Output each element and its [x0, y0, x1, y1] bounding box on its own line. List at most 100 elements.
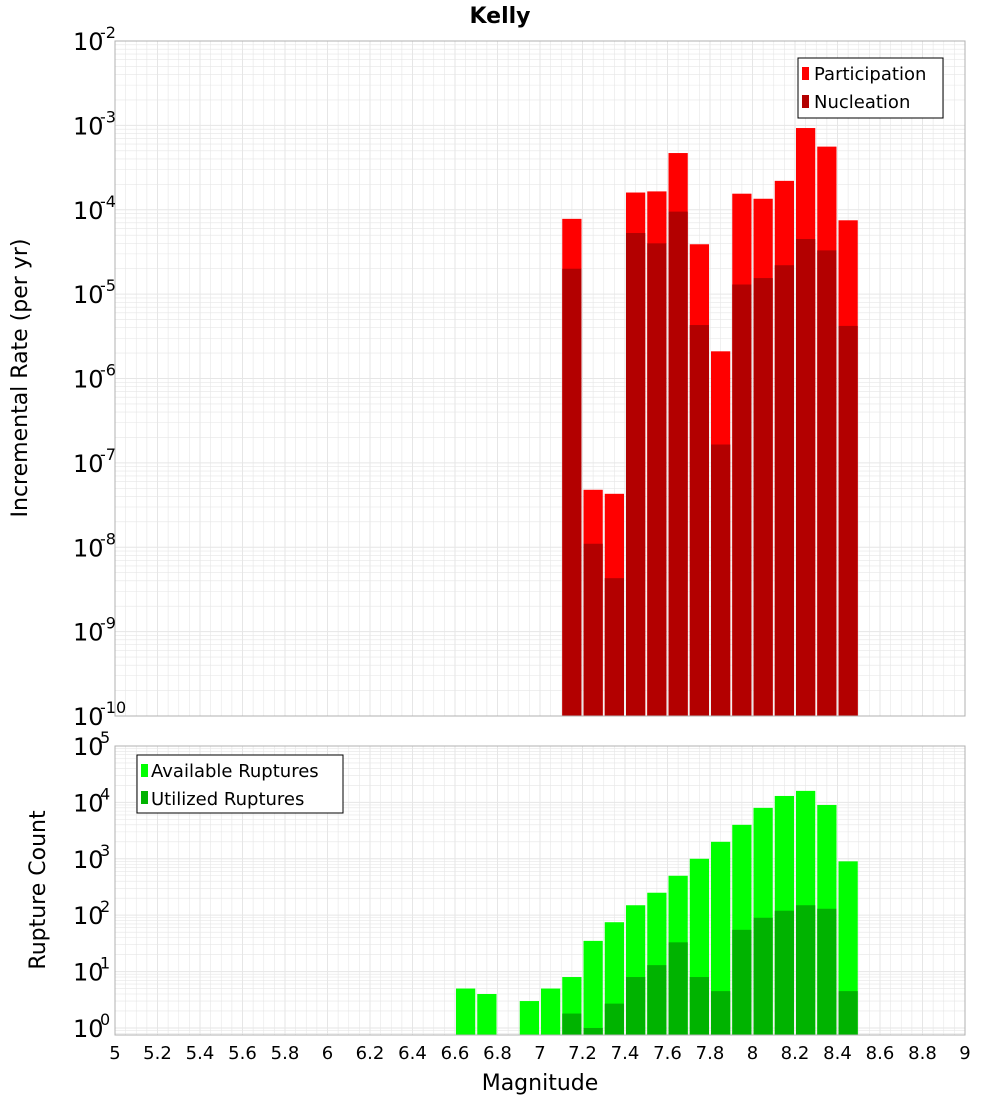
top-bar-nucleation [753, 278, 773, 716]
legend-swatch-utilized [141, 791, 148, 804]
top-y-tick-label: 10 [73, 534, 104, 562]
x-tick-label: 8.8 [908, 1043, 937, 1064]
top-bar-nucleation [604, 578, 624, 716]
bottom-y-tick-exponent: 5 [100, 728, 110, 747]
x-tick-label: 6.6 [441, 1043, 470, 1064]
bottom-bar-utilized-ruptures [732, 929, 752, 1035]
legend-swatch-available [141, 764, 148, 777]
top-y-tick-label: 10 [73, 281, 104, 309]
legend-label-available: Available Ruptures [151, 761, 319, 782]
x-tick-label: 7.4 [611, 1043, 640, 1064]
top-bars [562, 128, 858, 717]
bottom-legend-box [136, 754, 344, 814]
top-bar-nucleation [647, 243, 667, 717]
top-y-tick-label: 10 [73, 450, 104, 478]
x-tick-label: 6.2 [356, 1043, 385, 1064]
top-y-tick-exponent: -8 [100, 529, 116, 548]
top-bar-nucleation [668, 211, 688, 716]
x-tick-label: 7.2 [568, 1043, 597, 1064]
top-y-tick-label: 10 [73, 366, 104, 394]
top-bar-nucleation [838, 325, 858, 716]
top-bar-nucleation [732, 284, 752, 716]
legend-swatch-participation [802, 67, 809, 80]
legend-swatch-nucleation [802, 95, 809, 108]
x-tick-label: 7 [534, 1043, 545, 1064]
bottom-y-tick-label: 10 [73, 1015, 104, 1043]
top-bar-nucleation [626, 233, 646, 716]
x-ticks: 5 5.2 5.4 5.6 5.8 6 6.2 6.4 6.6 6.8 7 7.2 7.4 7.6 7.8 8… [109, 1043, 970, 1064]
top-y-tick-exponent: -3 [100, 107, 116, 126]
bottom-bar-available-ruptures [519, 1001, 539, 1035]
bottom-bar-utilized-ruptures [774, 910, 794, 1035]
x-tick-label: 6 [322, 1043, 333, 1064]
top-y-tick-exponent: -5 [100, 276, 116, 295]
top-y-tick-exponent: -6 [100, 361, 116, 380]
bottom-bar-utilized-ruptures [668, 942, 688, 1035]
top-y-tick-exponent: -4 [100, 192, 116, 211]
x-tick-label: 8.6 [866, 1043, 895, 1064]
x-tick-label: 5.8 [271, 1043, 300, 1064]
bottom-bar-utilized-ruptures [796, 905, 816, 1035]
bottom-y-tick-exponent: 4 [100, 784, 110, 803]
bottom-y-tick-label: 10 [73, 733, 104, 761]
bottom-bar-utilized-ruptures [817, 908, 837, 1035]
bottom-y-tick-label: 10 [73, 959, 104, 987]
bottom-bars [456, 790, 858, 1035]
bottom-bar-utilized-ruptures [753, 917, 773, 1035]
x-tick-label: 5 [109, 1043, 120, 1064]
bottom-bar-utilized-ruptures [604, 1003, 624, 1035]
top-y-axis-label: Incremental Rate (per yr) [8, 239, 33, 518]
top-bar-nucleation [689, 325, 709, 716]
x-tick-label: 5.4 [186, 1043, 215, 1064]
bottom-y-tick-label: 10 [73, 902, 104, 930]
legend-label-nucleation: Nucleation [814, 92, 910, 113]
x-tick-label: 6.4 [398, 1043, 427, 1064]
bottom-plot-frame [114, 745, 966, 1036]
top-bar-nucleation [774, 265, 794, 716]
bottom-y-axis-label: Rupture Count [26, 810, 51, 970]
chart-title: Kelly [469, 4, 530, 29]
top-y-tick-exponent: -7 [100, 445, 116, 464]
x-tick-label: 5.6 [228, 1043, 257, 1064]
x-tick-label: 8.2 [781, 1043, 810, 1064]
top-y-tick-label: 10 [73, 197, 104, 225]
bottom-bar-available-ruptures [456, 988, 476, 1035]
bottom-bar-utilized-ruptures [838, 991, 858, 1035]
bottom-y-tick-label: 10 [73, 789, 104, 817]
bottom-grid [114, 745, 966, 1035]
bottom-bar-utilized-ruptures [711, 991, 731, 1035]
bottom-legend: Available Ruptures Utilized Ruptures [136, 754, 344, 814]
top-bar-nucleation [562, 268, 582, 716]
x-tick-label: 5.2 [143, 1043, 172, 1064]
top-bar-nucleation [711, 444, 731, 716]
bottom-y-tick-label: 10 [73, 846, 104, 874]
top-grid [114, 40, 966, 717]
bottom-y-tick-exponent: 3 [100, 841, 110, 860]
x-tick-label: 9 [959, 1043, 970, 1064]
bottom-bar-utilized-ruptures [583, 1027, 603, 1035]
bottom-bar-available-ruptures [477, 994, 497, 1035]
bottom-bar-available-ruptures [711, 841, 731, 1035]
top-y-tick-exponent: -2 [100, 23, 116, 42]
top-bar-nucleation [796, 239, 816, 716]
legend-label-utilized: Utilized Ruptures [151, 789, 304, 810]
bottom-y-tick-exponent: 1 [100, 954, 110, 973]
top-y-tick-exponent: -10 [100, 698, 126, 717]
bottom-y-tick-exponent: 2 [100, 897, 110, 916]
bottom-bar-available-ruptures [541, 988, 561, 1035]
top-y-tick-label: 10 [73, 28, 104, 56]
top-legend-box [797, 57, 944, 119]
top-y-tick-label: 10 [73, 619, 104, 647]
bottom-y-tick-exponent: 0 [100, 1010, 110, 1029]
x-tick-label: 8 [747, 1043, 758, 1064]
top-bar-nucleation [817, 250, 837, 717]
bottom-bar-utilized-ruptures [647, 965, 667, 1035]
top-plot-frame [114, 40, 966, 717]
x-tick-label: 7.6 [653, 1043, 682, 1064]
x-tick-label: 6.8 [483, 1043, 512, 1064]
bottom-bar-utilized-ruptures [689, 977, 709, 1035]
